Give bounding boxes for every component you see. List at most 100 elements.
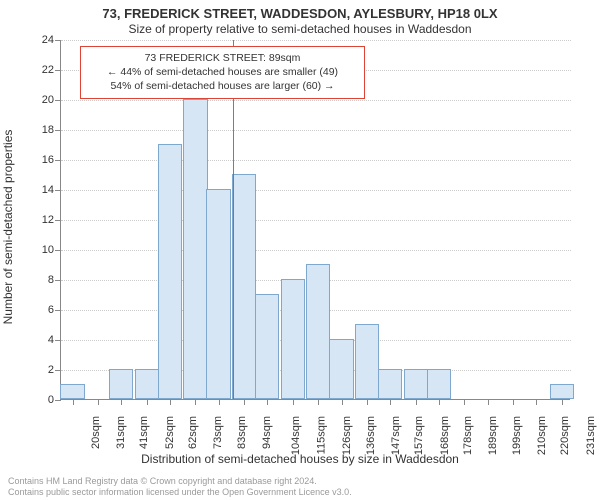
x-tick-label: 104sqm [290,416,302,455]
x-tick [98,399,99,405]
y-tick [55,100,61,101]
x-tick-label: 52sqm [164,416,176,449]
histogram-bar [232,174,256,399]
grid-line [61,130,571,131]
x-tick [244,399,245,405]
x-tick-label: 136sqm [365,416,377,455]
x-tick-label: 231sqm [585,416,597,455]
x-tick-label: 31sqm [115,416,127,449]
y-tick [55,370,61,371]
y-tick [55,160,61,161]
y-tick [55,250,61,251]
y-tick-label: 14 [42,184,54,196]
y-tick [55,400,61,401]
histogram-bar [329,339,353,399]
y-tick-label: 8 [48,274,54,286]
info-box-line: 73 FREDERICK STREET: 89sqm [89,51,356,65]
y-tick-label: 18 [42,124,54,136]
x-tick [416,399,417,405]
y-tick [55,130,61,131]
x-tick [293,399,294,405]
x-tick-label: 199sqm [511,416,523,455]
x-tick-label: 115sqm [315,416,327,454]
grid-line [61,40,571,41]
x-tick [367,399,368,405]
histogram-bar [206,189,230,399]
x-tick [219,399,220,405]
y-tick [55,340,61,341]
y-tick [55,310,61,311]
x-tick [170,399,171,405]
histogram-bar [306,264,330,399]
x-tick-label: 94sqm [261,416,273,449]
histogram-bar [550,384,574,399]
histogram-bar [135,369,159,399]
x-tick [536,399,537,405]
x-tick [318,399,319,405]
y-tick [55,70,61,71]
x-tick [390,399,391,405]
x-tick [73,399,74,405]
x-tick-label: 220sqm [559,416,571,455]
histogram-bar [404,369,428,399]
x-tick [464,399,465,405]
chart-title: 73, FREDERICK STREET, WADDESDON, AYLESBU… [0,6,600,21]
x-tick [195,399,196,405]
x-tick [488,399,489,405]
x-tick [513,399,514,405]
x-tick [562,399,563,405]
y-tick-label: 16 [42,154,54,166]
x-tick [121,399,122,405]
y-tick-label: 20 [42,94,54,106]
y-tick-label: 12 [42,214,54,226]
x-tick-label: 210sqm [536,416,548,455]
x-tick-label: 20sqm [90,416,102,449]
y-tick-label: 4 [48,334,54,346]
grid-line [61,100,571,101]
x-tick-label: 189sqm [488,416,500,455]
y-tick [55,220,61,221]
x-tick-label: 41sqm [138,416,150,449]
histogram-bar [355,324,379,399]
x-axis-label: Distribution of semi-detached houses by … [0,452,600,466]
footer-line: Contains public sector information licen… [8,487,352,498]
grid-line [61,250,571,251]
attribution-footer: Contains HM Land Registry data © Crown c… [8,476,352,499]
y-tick [55,280,61,281]
grid-line [61,160,571,161]
chart-subtitle: Size of property relative to semi-detach… [0,22,600,36]
y-tick-label: 24 [42,34,54,46]
x-tick-label: 178sqm [462,416,474,455]
grid-line [61,190,571,191]
y-axis-label: Number of semi-detached properties [1,130,15,325]
info-box-line: ← 44% of semi-detached houses are smalle… [89,65,356,79]
x-tick-label: 83sqm [236,416,248,449]
x-tick [439,399,440,405]
x-tick [147,399,148,405]
x-tick-label: 147sqm [390,416,402,455]
histogram-bar [378,369,402,399]
histogram-bar [427,369,451,399]
y-tick-label: 6 [48,304,54,316]
info-box-line: 54% of semi-detached houses are larger (… [89,79,356,93]
histogram-bar [109,369,133,399]
x-tick-label: 126sqm [341,416,353,455]
histogram-bar [158,144,182,399]
histogram-bar [183,99,207,399]
histogram-chart: 73, FREDERICK STREET, WADDESDON, AYLESBU… [0,0,600,500]
y-tick-label: 10 [42,244,54,256]
y-tick [55,190,61,191]
x-tick-label: 157sqm [413,416,425,455]
histogram-bar [281,279,305,399]
x-tick-label: 62sqm [187,416,199,449]
x-tick-label: 168sqm [439,416,451,455]
y-tick-label: 22 [42,64,54,76]
x-tick [342,399,343,405]
x-tick [267,399,268,405]
histogram-bar [60,384,84,399]
grid-line [61,220,571,221]
footer-line: Contains HM Land Registry data © Crown c… [8,476,352,487]
x-tick-label: 73sqm [212,416,224,449]
y-tick-label: 0 [48,394,54,406]
info-box: 73 FREDERICK STREET: 89sqm← 44% of semi-… [80,46,365,99]
